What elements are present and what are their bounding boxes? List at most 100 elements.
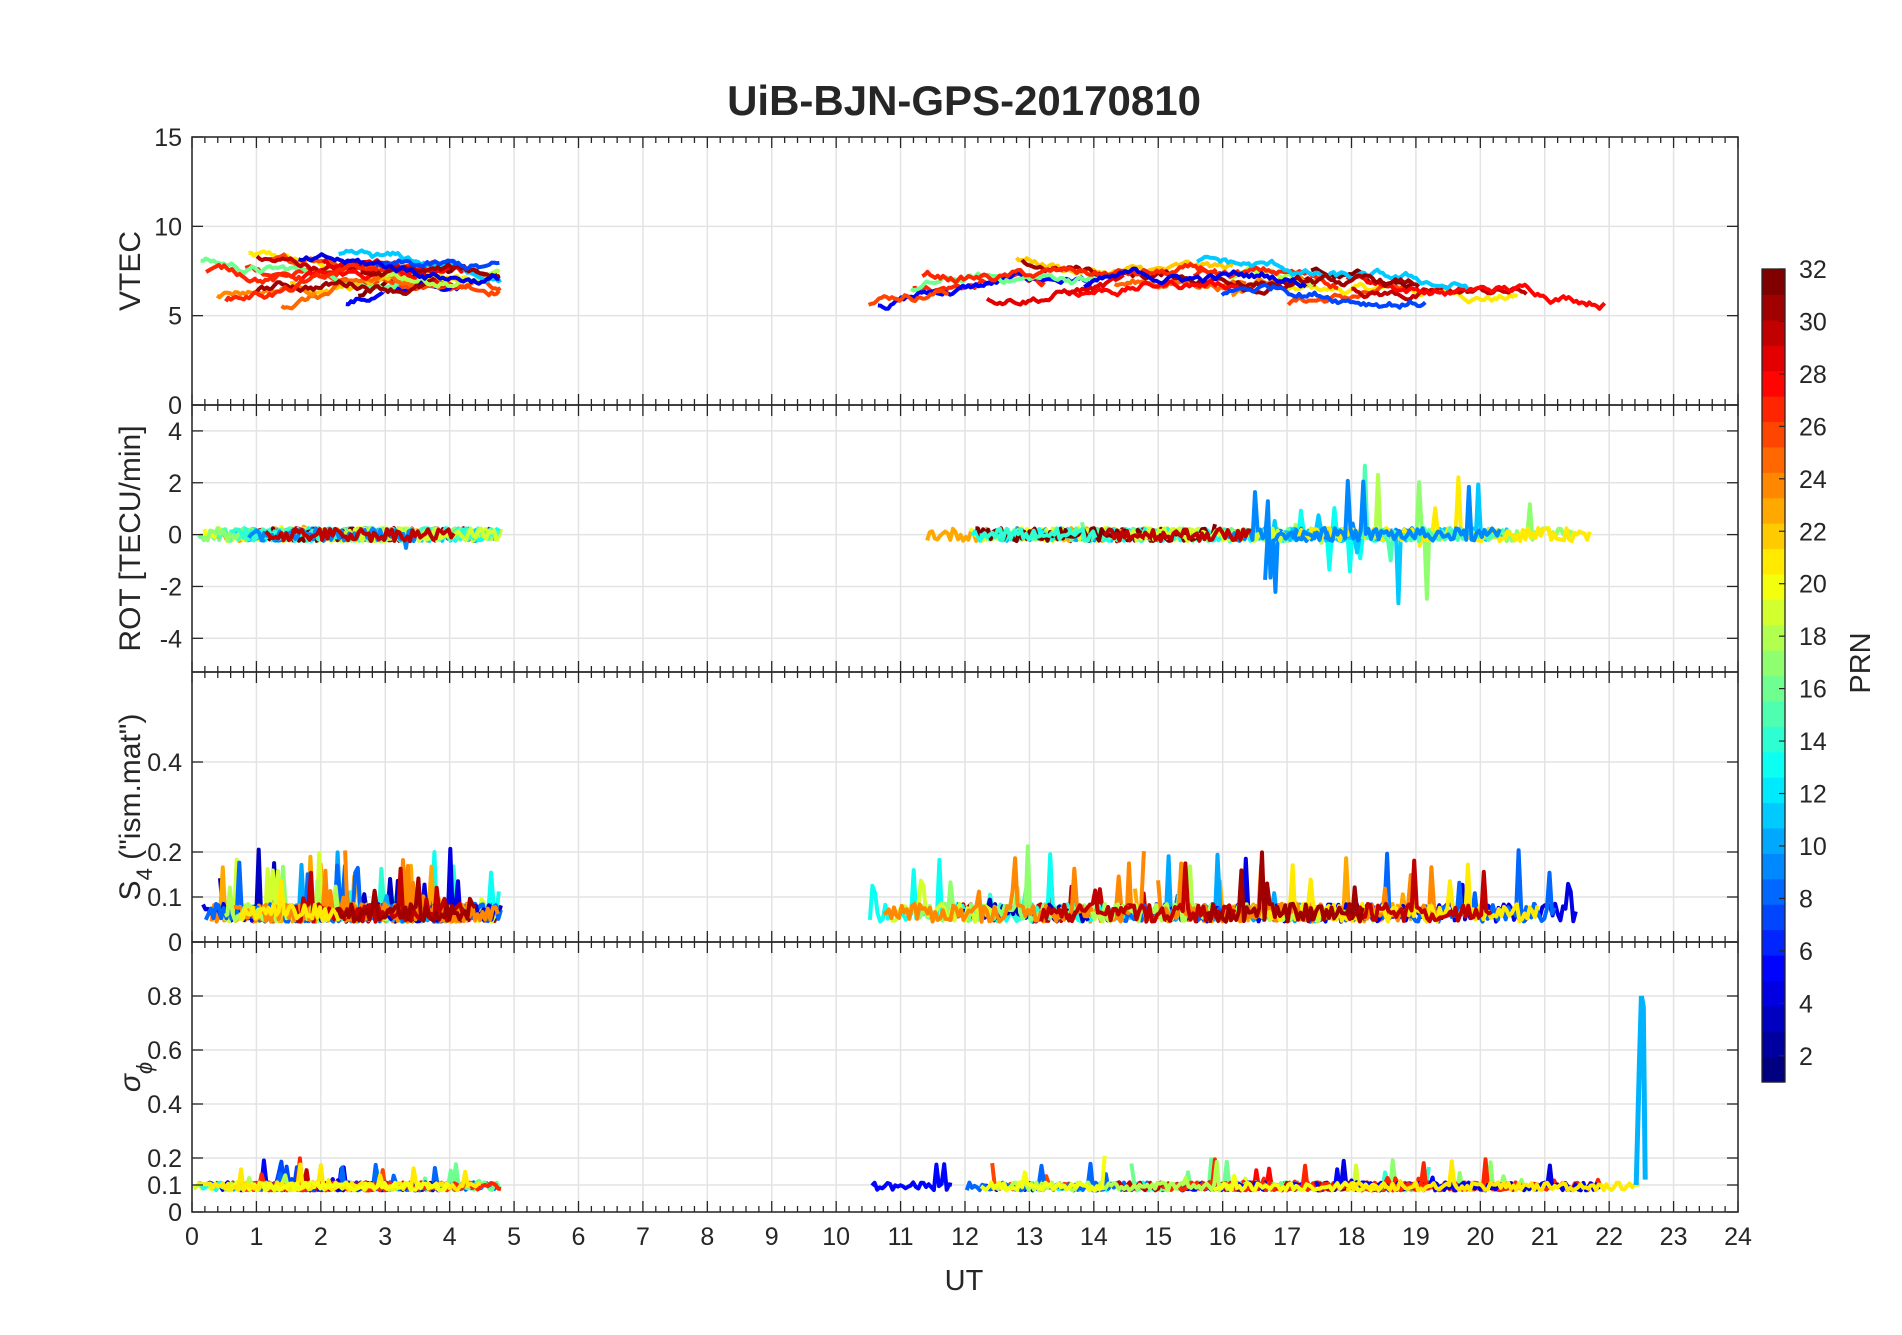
- colorbar-tick-label: 8: [1799, 885, 1813, 913]
- panel-rot: -4 -2 0 2 4 ROT [TECU/min]: [114, 404, 1739, 673]
- y-axis-label-main: σ: [114, 1072, 147, 1092]
- colorbar-label: PRN: [1845, 632, 1877, 693]
- y-axis-label-main: S: [114, 880, 147, 900]
- colorbar-swatch: [1762, 345, 1785, 372]
- x-tick-label: 16: [1209, 1223, 1237, 1251]
- panel-s4: 00.10.20.4S4 ("ism.mat"): [114, 671, 1739, 957]
- series-line-prn-31: [334, 876, 477, 924]
- x-tick-label: 9: [765, 1223, 779, 1251]
- colorbar-frame: [1761, 268, 1786, 1083]
- colorbar-tick-label: 16: [1799, 676, 1827, 704]
- x-tick-label: 21: [1531, 1223, 1559, 1251]
- colorbar-swatch: [1762, 929, 1785, 956]
- series-line-prn-31: [360, 262, 500, 280]
- series-line-prn-30: [1345, 858, 1493, 924]
- y-axis-label-sub: ϕ: [132, 1062, 157, 1074]
- colorbar-tick-label: 24: [1799, 466, 1827, 494]
- series-line-prn-4: [297, 252, 500, 286]
- series-line-prn-30: [264, 526, 456, 544]
- x-tick-label: 6: [572, 1223, 586, 1251]
- colorbar-tick-label: 14: [1799, 728, 1827, 756]
- y-tick-label-s4: 0.2: [147, 839, 182, 867]
- series-line-prn-9: [1225, 478, 1502, 580]
- colorbar-swatch: [1762, 1005, 1785, 1032]
- series-line-prn-20: [979, 1155, 1107, 1193]
- colorbar-swatch: [1762, 421, 1785, 448]
- colorbar-swatch: [1762, 726, 1785, 753]
- series-line-prn-28: [1345, 273, 1607, 311]
- x-tick-label: 1: [249, 1223, 263, 1251]
- tick-marks-rot: [191, 405, 1739, 672]
- series-line-prn-27: [205, 262, 391, 285]
- x-tick-label: 8: [700, 1223, 714, 1251]
- x-tick-label: 23: [1660, 1223, 1688, 1251]
- series-line-prn-30: [1103, 526, 1252, 543]
- tick-marks-sigma_phi: [191, 942, 1739, 1213]
- x-tick-label: 18: [1338, 1223, 1366, 1251]
- colorbar-tick-label: 2: [1799, 1043, 1813, 1071]
- series-line-prn-11: [1196, 254, 1470, 291]
- colorbar-swatch: [1762, 904, 1785, 931]
- y-tick-label-rot: 4: [168, 418, 182, 446]
- series-line-prn-4: [1083, 266, 1308, 289]
- colorbar-tick-label: 12: [1799, 781, 1827, 809]
- y-axis-label-sub: 4: [132, 868, 157, 880]
- y-tick-label-vtec: 15: [154, 124, 182, 152]
- series-line-prn-31: [1205, 850, 1365, 924]
- y-tick-label-sigma_phi: 0.1: [147, 1172, 182, 1200]
- colorbar-swatch: [1762, 370, 1785, 397]
- series-line-prn-14: [979, 526, 1098, 543]
- colorbar-tick-label: 28: [1799, 361, 1827, 389]
- series-line-prn-28: [1065, 278, 1250, 298]
- colorbar-tick-label: 6: [1799, 938, 1813, 966]
- colorbar-swatch: [1762, 878, 1785, 905]
- colorbar-swatch: [1762, 954, 1785, 981]
- y-tick-label-rot: 0: [168, 522, 182, 550]
- x-tick-label: 22: [1595, 1223, 1623, 1251]
- series-line-prn-30: [1039, 861, 1237, 924]
- series-line-prn-21: [238, 879, 348, 923]
- colorbar-swatch: [1762, 1056, 1785, 1083]
- series-line-prn-7: [374, 258, 500, 271]
- series-line-prn-27: [224, 279, 304, 303]
- colorbar-swatch: [1762, 777, 1785, 804]
- series-line-prn-19: [1122, 526, 1288, 543]
- series-line-prn-26: [867, 288, 949, 307]
- colorbar-swatch: [1762, 1031, 1785, 1058]
- y-tick-label-rot: 2: [168, 470, 182, 498]
- x-tick-label: 7: [636, 1223, 650, 1251]
- colorbar-swatch: [1762, 599, 1785, 626]
- x-tick-label: 24: [1724, 1223, 1752, 1251]
- colorbar-tick-label: 10: [1799, 833, 1827, 861]
- tick-marks-vtec: [191, 136, 1739, 406]
- series-line-prn-5: [870, 1162, 953, 1192]
- colorbar-swatch: [1762, 700, 1785, 727]
- series-line-prn-20: [259, 1180, 451, 1193]
- colorbar-swatch: [1762, 523, 1785, 550]
- y-axis-label-rot: ROT [TECU/min]: [114, 425, 147, 651]
- y-tick-label-sigma_phi: 0.2: [147, 1145, 182, 1173]
- series-lines-sigma_phi: [192, 995, 1648, 1193]
- y-axis-label-sigma_phi: σϕ: [114, 1062, 157, 1092]
- y-tick-label-rot: -4: [160, 625, 182, 653]
- colorbar-tick-label: 18: [1799, 623, 1827, 651]
- y-tick-label-s4: 0.1: [147, 884, 182, 912]
- y-tick-label-sigma_phi: 0.8: [147, 983, 182, 1011]
- colorbar-swatch: [1762, 573, 1785, 600]
- colorbar-tick-label: 26: [1799, 413, 1827, 441]
- chart-title: UiB-BJN-GPS-20170810: [727, 77, 1201, 124]
- y-tick-label-s4: 0.4: [147, 749, 182, 777]
- colorbar-swatch: [1762, 269, 1785, 296]
- colorbar-swatch: [1762, 624, 1785, 651]
- x-tick-label: 10: [822, 1223, 850, 1251]
- colorbar-swatch: [1762, 446, 1785, 473]
- colorbar-swatch: [1762, 396, 1785, 423]
- tick-marks-s4: [191, 672, 1739, 943]
- y-axis-label-rest: ("ism.mat"): [114, 714, 147, 869]
- x-tick-label: 20: [1466, 1223, 1494, 1251]
- y-tick-label-sigma_phi: 0.6: [147, 1037, 182, 1065]
- series-line-peak: [1633, 995, 1648, 1186]
- series-lines-s4: [201, 844, 1578, 924]
- x-tick-label: 4: [443, 1223, 457, 1251]
